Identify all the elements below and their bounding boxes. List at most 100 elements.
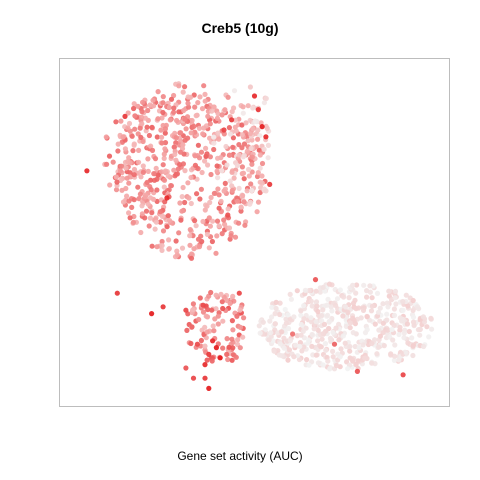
cell-point xyxy=(237,345,243,351)
cell-point xyxy=(145,168,151,174)
cell-point xyxy=(180,184,186,191)
cell-point xyxy=(285,325,292,332)
cell-point xyxy=(301,303,307,309)
cell-point xyxy=(157,219,163,225)
cell-point xyxy=(375,309,382,315)
cell-point xyxy=(236,185,242,191)
cell-point xyxy=(314,303,320,309)
cell-point xyxy=(168,96,175,102)
cell-point xyxy=(188,200,194,207)
cell-point xyxy=(182,116,188,122)
cell-point xyxy=(227,178,233,184)
cell-point xyxy=(350,300,357,306)
cell-point xyxy=(241,152,247,159)
cell-point xyxy=(214,163,220,169)
cell-point xyxy=(200,309,207,315)
cell-point xyxy=(221,188,227,194)
cell-point xyxy=(190,307,196,313)
cell-point xyxy=(347,348,353,354)
cell-point-high xyxy=(221,127,227,133)
cell-point xyxy=(329,308,335,314)
cell-point xyxy=(220,318,226,324)
cell-point xyxy=(298,332,304,338)
cell-point xyxy=(205,306,211,313)
cell-point xyxy=(113,187,120,193)
cell-point xyxy=(376,327,382,333)
cell-point xyxy=(147,195,154,201)
cell-point xyxy=(178,130,184,136)
cell-point xyxy=(309,331,315,338)
cell-point xyxy=(372,337,378,343)
cell-point xyxy=(428,315,434,321)
cell-point xyxy=(249,187,255,194)
cell-point xyxy=(381,343,387,349)
cell-point xyxy=(145,156,151,162)
cell-point xyxy=(319,336,325,342)
cell-point xyxy=(220,305,226,312)
cell-point xyxy=(234,162,240,169)
cell-point xyxy=(171,167,177,173)
cell-point xyxy=(142,215,148,221)
cell-point xyxy=(313,352,319,358)
cell-point xyxy=(298,312,304,318)
cell-point xyxy=(159,134,165,140)
cell-point xyxy=(330,354,336,360)
cell-point xyxy=(189,117,195,124)
cell-point xyxy=(335,351,341,357)
cell-point xyxy=(320,331,326,337)
cell-point xyxy=(226,225,233,231)
cell-point xyxy=(110,159,116,165)
cell-point xyxy=(356,345,362,351)
cell-point xyxy=(215,111,221,117)
cell-point xyxy=(414,304,421,310)
cell-point xyxy=(161,155,167,161)
cell-point xyxy=(160,162,166,168)
cell-point xyxy=(342,340,348,346)
cell-point xyxy=(179,194,185,200)
cell-point xyxy=(364,288,370,294)
cell-point xyxy=(230,144,236,150)
cell-point xyxy=(256,323,262,329)
cell-point xyxy=(424,324,430,330)
cell-point xyxy=(239,132,245,138)
cell-point xyxy=(259,160,266,167)
cell-point xyxy=(144,179,150,185)
cell-point xyxy=(219,299,225,305)
cell-point xyxy=(374,290,381,296)
cell-point xyxy=(226,344,232,350)
cell-point xyxy=(285,357,291,363)
cell-point xyxy=(228,233,234,239)
cell-point-high xyxy=(263,134,269,140)
cell-point xyxy=(229,357,235,363)
cell-point xyxy=(166,104,172,110)
cell-point xyxy=(138,229,144,236)
cell-point xyxy=(211,190,217,196)
cell-point xyxy=(209,307,215,313)
cell-point xyxy=(266,337,272,343)
cell-point xyxy=(376,344,382,350)
cell-point xyxy=(369,340,375,347)
cell-point xyxy=(214,168,220,174)
cell-point xyxy=(140,169,146,175)
cell-point xyxy=(232,124,238,130)
cell-point xyxy=(400,316,406,323)
cell-point xyxy=(320,307,326,313)
cell-point xyxy=(219,112,225,118)
cell-point xyxy=(166,246,172,252)
cell-point-high xyxy=(354,368,360,374)
cell-point xyxy=(214,233,220,239)
cell-point xyxy=(350,330,356,336)
cell-point-high xyxy=(202,375,208,381)
cell-point xyxy=(301,344,307,350)
cell-point xyxy=(260,319,266,325)
cell-point xyxy=(118,118,124,124)
cell-point xyxy=(338,346,344,352)
cell-point xyxy=(205,162,211,168)
cell-point xyxy=(273,299,279,305)
cell-point-high xyxy=(290,331,296,337)
cell-point xyxy=(208,289,214,296)
cell-point xyxy=(238,204,244,210)
cell-point xyxy=(218,291,224,297)
cell-point xyxy=(201,125,207,131)
cell-point xyxy=(239,164,245,170)
